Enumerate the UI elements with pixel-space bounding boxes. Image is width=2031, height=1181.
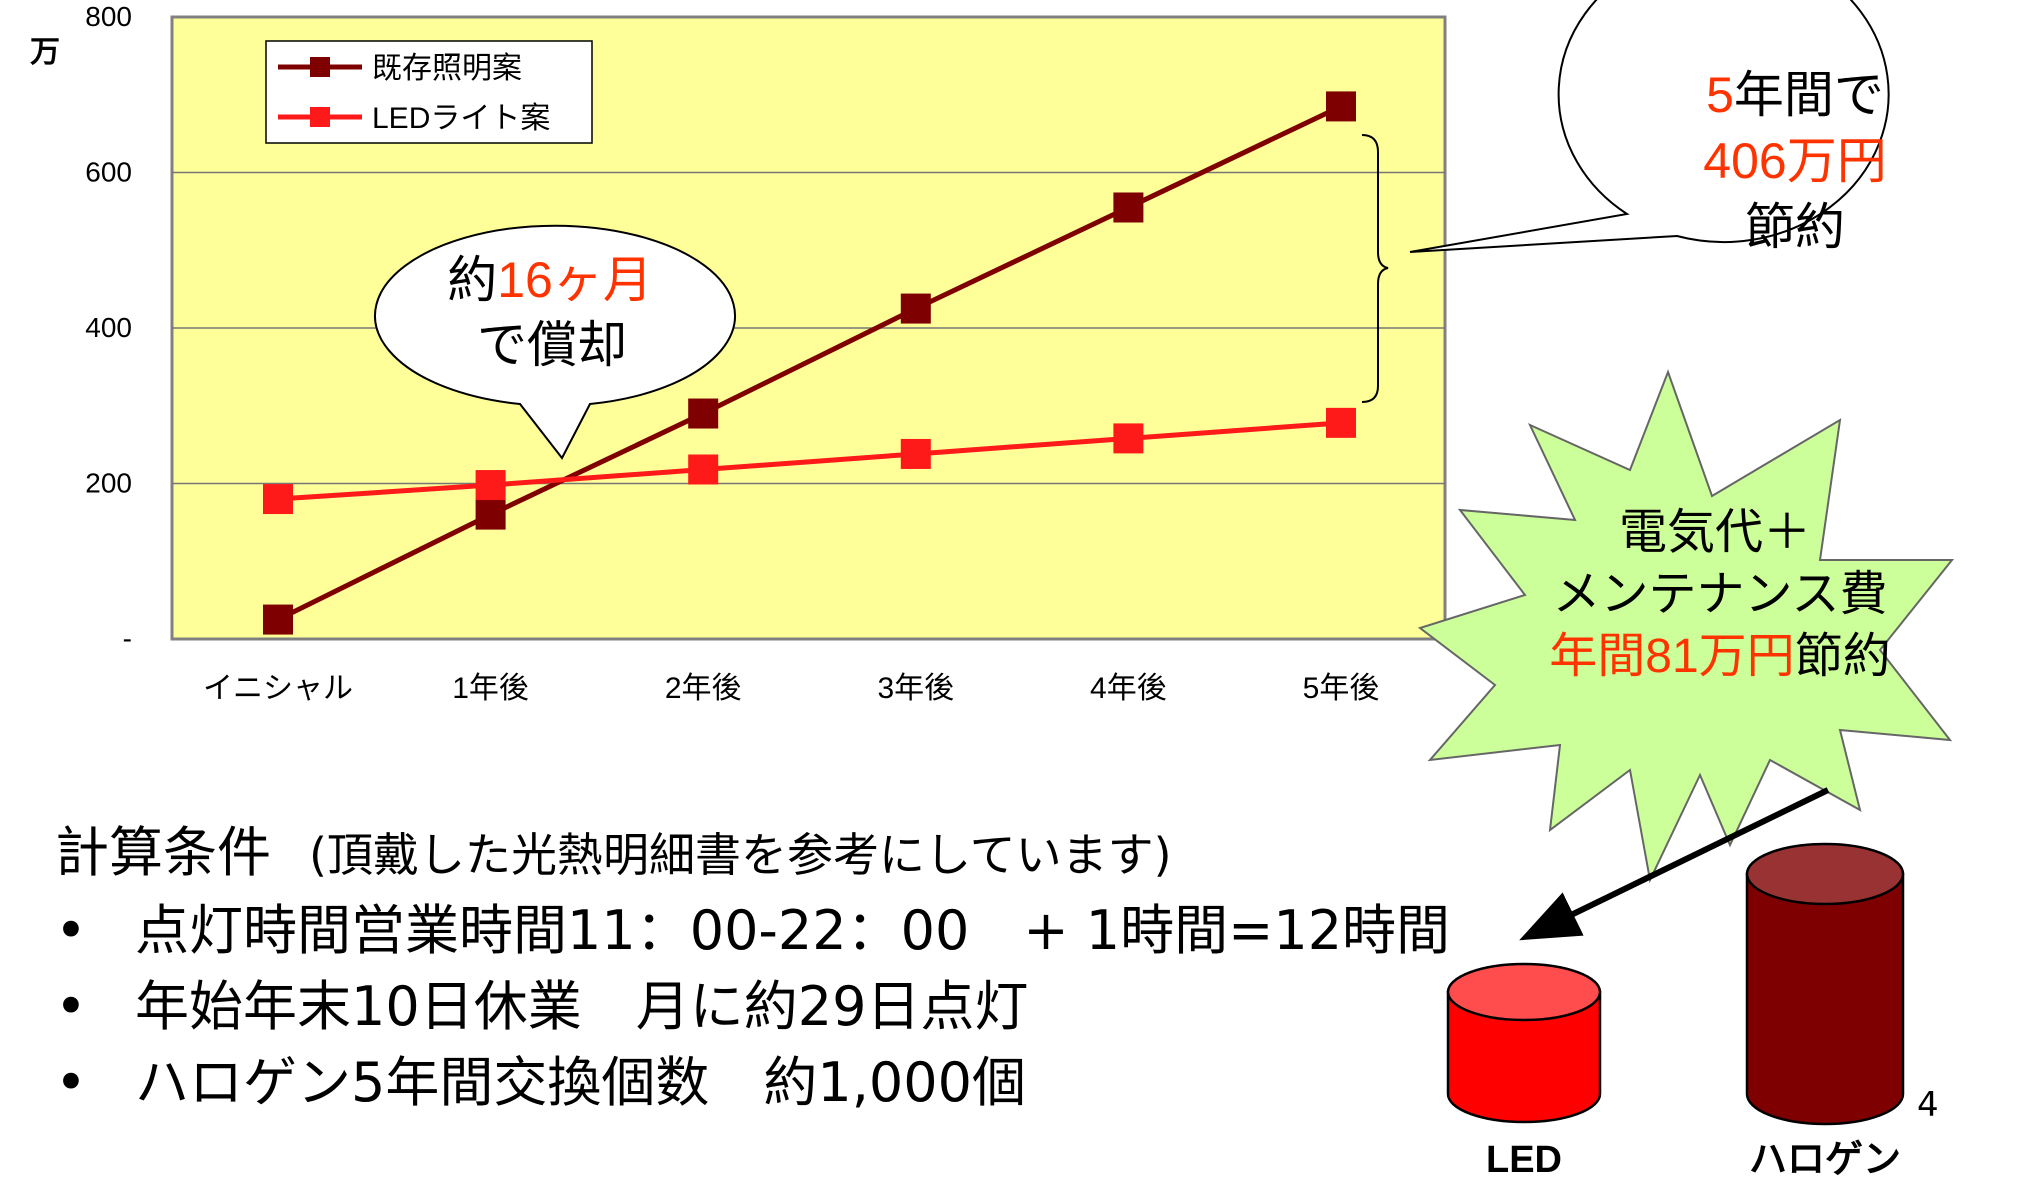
- conditions-heading: 計算条件 (頂戴した光熱明細書を参考にしています): [55, 815, 1450, 893]
- starburst-amount: 年間81万円: [1549, 630, 1794, 683]
- five-year-line3: 節約: [1745, 199, 1845, 255]
- page-number: 4: [1917, 1085, 1939, 1125]
- condition-text: ハロゲン5年間交換個数 約1,000個: [135, 1051, 1026, 1114]
- legend: 既存照明案 LEDライト案: [265, 40, 593, 144]
- starburst-line1: 電気代＋: [1619, 506, 1811, 559]
- starburst-line2: メンテナンス費: [1552, 568, 1887, 621]
- legend-marker-existing: [310, 57, 330, 77]
- five-year-line1: 5年間で: [1706, 67, 1884, 123]
- bullet: •: [55, 1051, 87, 1114]
- payback-line1: 約16ヶ月: [447, 252, 653, 308]
- data-point: [688, 398, 719, 429]
- condition-text: 年始年末10日休業 月に約29日点灯: [135, 975, 1029, 1038]
- y-tick-label: 200: [85, 468, 132, 499]
- x-tick-label: 5年後: [1303, 672, 1380, 705]
- five-year-years: 5: [1706, 67, 1734, 123]
- data-point: [688, 454, 719, 485]
- legend-label-led: LEDライト案: [372, 102, 550, 135]
- payback-line2: で償却: [477, 317, 627, 373]
- halogen-cylinder-top: [1745, 842, 1905, 906]
- led-cylinder: LED: [1446, 962, 1602, 1181]
- payback-callout: 約16ヶ月 で償却: [374, 224, 736, 460]
- halogen-cylinder-body: [1745, 872, 1905, 1126]
- starburst-line3: 年間81万円節約: [1549, 630, 1890, 683]
- halogen-cylinder: ハロゲン: [1745, 842, 1905, 1181]
- data-point: [1326, 91, 1356, 122]
- payback-prefix: 約: [447, 252, 497, 308]
- y-tick-label: 600: [85, 157, 132, 188]
- led-cylinder-body: [1446, 990, 1602, 1124]
- data-point: [1326, 407, 1356, 438]
- pointer-arrow: [1519, 787, 1830, 941]
- condition-text: 点灯時間営業時間11：00-22：00 + 1時間=12時間: [135, 899, 1451, 962]
- bullet: •: [55, 975, 87, 1038]
- data-point: [900, 293, 931, 324]
- starburst-callout: 電気代＋ メンテナンス費 年間81万円節約: [1417, 369, 1955, 884]
- five-year-callout: 5年間で 406万円 節約: [1409, 0, 1890, 255]
- halogen-cylinder-label: ハロゲン: [1749, 1139, 1901, 1181]
- five-year-suffix: 年間で: [1734, 67, 1884, 123]
- bullet: •: [55, 899, 87, 962]
- data-point: [1113, 192, 1144, 223]
- x-tick-label: イニシャル: [203, 672, 353, 705]
- legend-label-existing: 既存照明案: [372, 52, 522, 85]
- x-tick-label: 2年後: [665, 672, 742, 705]
- condition-item: • 年始年末10日休業 月に約29日点灯: [55, 969, 1450, 1045]
- data-point: [1113, 423, 1144, 454]
- x-tick-label: 1年後: [452, 672, 529, 705]
- data-point: [900, 438, 931, 469]
- five-year-callout-bubble: [1409, 0, 1890, 253]
- payback-callout-bubble: [374, 224, 736, 460]
- data-point: [263, 604, 293, 635]
- five-year-amount: 406万円: [1703, 133, 1886, 189]
- series-line: [276, 104, 1343, 622]
- calculation-conditions: 計算条件 (頂戴した光熱明細書を参考にしています) • 点灯時間営業時間11：00-…: [55, 815, 1450, 1121]
- series-line: [277, 420, 1342, 502]
- condition-item: • 点灯時間営業時間11：00-22：00 + 1時間=12時間: [55, 893, 1450, 969]
- y-tick-label: -: [123, 623, 132, 654]
- data-point: [475, 470, 506, 501]
- legend-marker-led: [310, 107, 330, 127]
- savings-brace: [1361, 134, 1389, 403]
- data-point: [475, 499, 506, 530]
- starburst-shape: [1417, 369, 1955, 884]
- x-tick-label: 4年後: [1090, 672, 1167, 705]
- starburst-suffix: 節約: [1795, 630, 1891, 683]
- payback-months: 16ヶ月: [497, 252, 653, 308]
- led-cylinder-label: LED: [1486, 1139, 1562, 1181]
- led-cylinder-top: [1446, 962, 1602, 1022]
- data-point: [263, 484, 293, 515]
- y-tick-label: 800: [85, 1, 132, 32]
- condition-item: • ハロゲン5年間交換個数 約1,000個: [55, 1045, 1450, 1121]
- y-tick-label: 400: [85, 312, 132, 343]
- y-unit-label: 万: [30, 36, 60, 69]
- x-tick-label: 3年後: [877, 672, 954, 705]
- conditions-note: (頂戴した光熱明細書を参考にしています): [309, 828, 1172, 882]
- conditions-title: 計算条件: [55, 821, 271, 884]
